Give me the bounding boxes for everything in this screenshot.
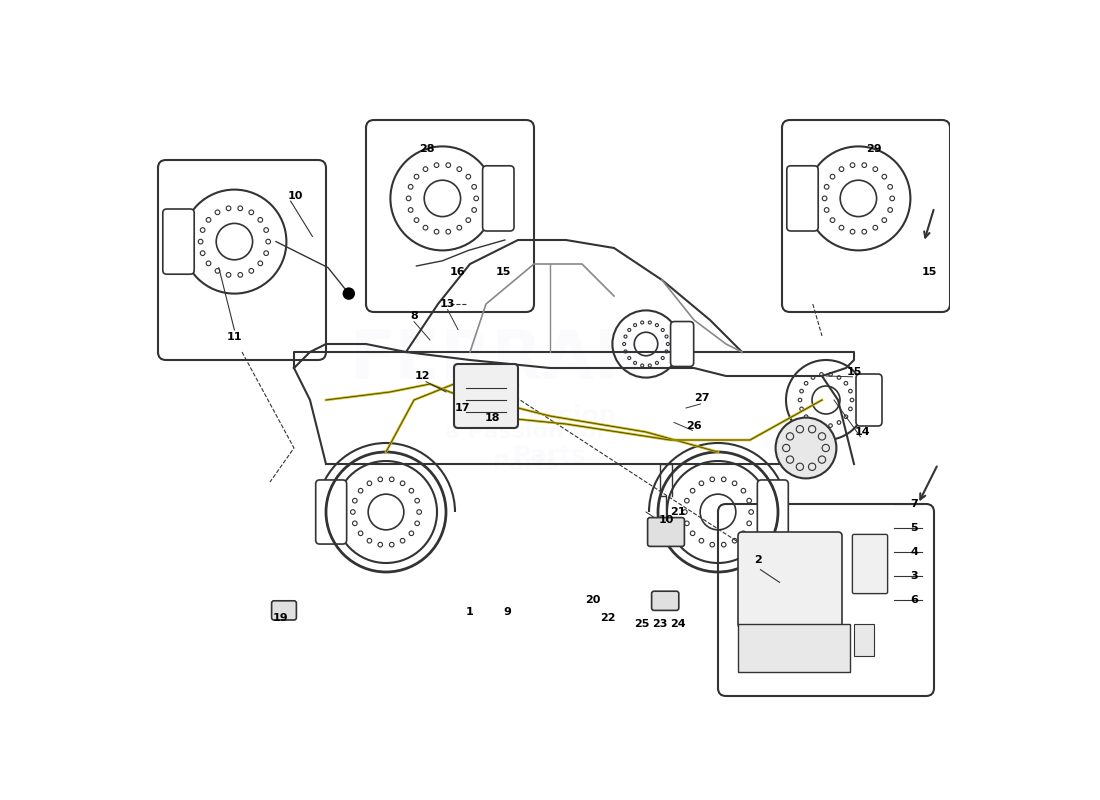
FancyBboxPatch shape	[651, 591, 679, 610]
Text: 6: 6	[910, 595, 917, 605]
FancyBboxPatch shape	[158, 160, 326, 360]
Text: a Passion for: a Passion for	[444, 422, 607, 442]
Text: 2: 2	[755, 555, 762, 565]
FancyBboxPatch shape	[648, 518, 684, 546]
Text: Parts: Parts	[493, 454, 559, 474]
Text: 17: 17	[454, 403, 470, 413]
FancyBboxPatch shape	[757, 480, 789, 544]
Text: 10: 10	[659, 515, 674, 525]
Text: 12: 12	[415, 371, 430, 381]
Text: 15: 15	[846, 367, 861, 377]
Text: 24: 24	[670, 619, 685, 629]
Text: 15: 15	[922, 267, 937, 278]
FancyBboxPatch shape	[163, 209, 195, 274]
FancyBboxPatch shape	[852, 534, 888, 594]
Text: 11: 11	[227, 332, 242, 342]
Text: 29: 29	[866, 144, 881, 154]
FancyBboxPatch shape	[786, 166, 818, 231]
Text: 13: 13	[440, 299, 455, 309]
FancyBboxPatch shape	[738, 532, 842, 628]
FancyBboxPatch shape	[272, 601, 296, 620]
Text: 26: 26	[686, 421, 702, 430]
Bar	[738, 624, 850, 672]
Text: 25: 25	[635, 619, 650, 629]
Text: 9: 9	[504, 607, 512, 617]
Circle shape	[342, 287, 355, 300]
Text: 14: 14	[855, 427, 870, 437]
FancyBboxPatch shape	[366, 120, 534, 312]
Text: 21: 21	[670, 507, 685, 517]
Circle shape	[776, 418, 836, 478]
FancyBboxPatch shape	[782, 120, 950, 312]
FancyBboxPatch shape	[454, 364, 518, 428]
Text: 19: 19	[273, 613, 288, 622]
Text: 7: 7	[910, 499, 917, 509]
Text: 3: 3	[910, 571, 917, 581]
Text: 20: 20	[585, 595, 601, 605]
Text: 28: 28	[419, 144, 435, 154]
Text: 10: 10	[287, 190, 303, 201]
Text: 5: 5	[910, 523, 917, 533]
Text: 4: 4	[910, 547, 917, 557]
FancyBboxPatch shape	[856, 374, 882, 426]
Text: 18: 18	[485, 413, 501, 422]
Text: 22: 22	[600, 613, 615, 622]
FancyBboxPatch shape	[671, 322, 694, 366]
Text: 16: 16	[450, 267, 465, 278]
Text: a Passion: a Passion	[483, 404, 617, 428]
Text: 8: 8	[410, 311, 418, 321]
Text: 1: 1	[466, 607, 474, 617]
FancyBboxPatch shape	[483, 166, 514, 231]
Text: 27: 27	[694, 394, 710, 403]
Text: FERRARI: FERRARI	[350, 327, 671, 393]
Text: 23: 23	[652, 619, 668, 629]
Bar	[854, 624, 874, 656]
FancyBboxPatch shape	[316, 480, 346, 544]
FancyBboxPatch shape	[718, 504, 934, 696]
Text: 15: 15	[495, 267, 510, 278]
Text: Parts: Parts	[513, 444, 587, 468]
